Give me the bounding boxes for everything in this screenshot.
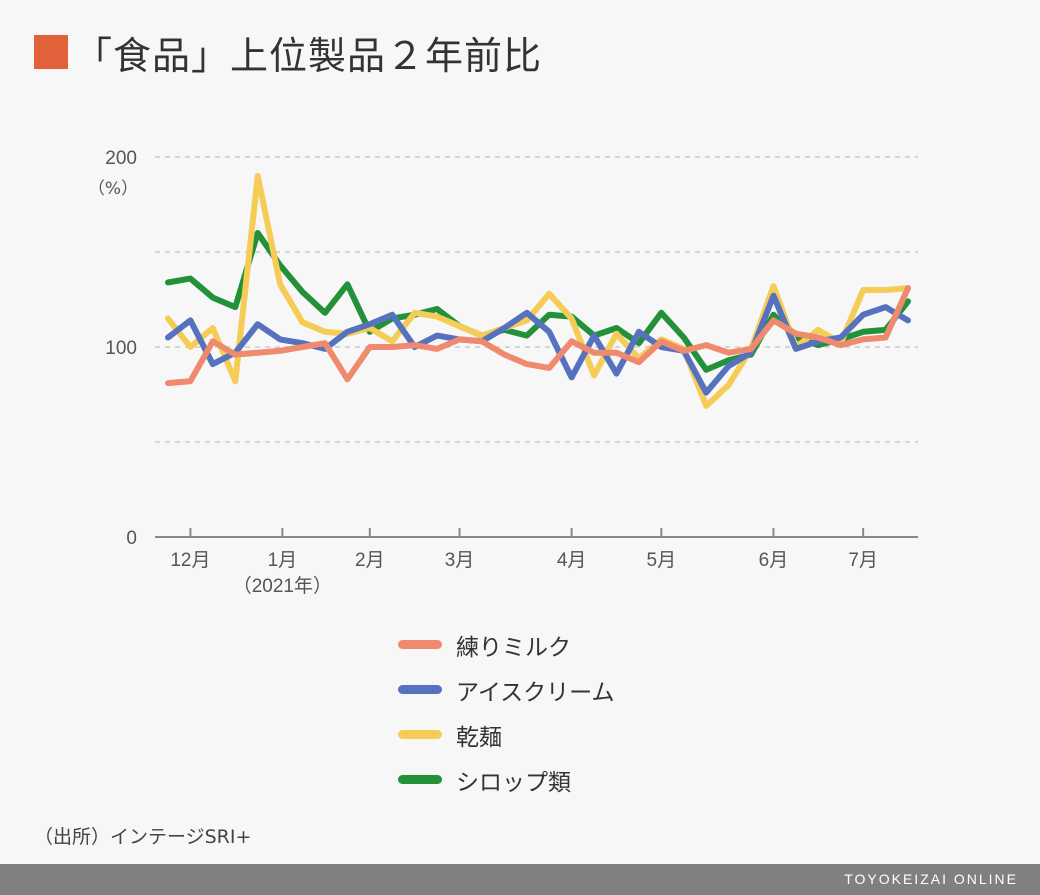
grid	[155, 156, 918, 443]
series-line	[165, 173, 911, 409]
legend-swatch	[398, 775, 442, 784]
footer-brand: TOYOKEIZAI ONLINE	[844, 871, 1018, 887]
title-block: 「食品」上位製品２年前比	[34, 28, 542, 78]
x-tick-label: 4月	[557, 550, 587, 571]
x-tick-label: 2月	[355, 550, 385, 571]
legend-item: シロップ類	[398, 757, 614, 802]
x-tick-label: 6月	[759, 550, 789, 571]
y-tick-label: 100	[105, 338, 137, 359]
footer-bar: TOYOKEIZAI ONLINE	[0, 864, 1040, 895]
title-marker	[34, 35, 68, 69]
legend-label: 練りミルク	[456, 634, 571, 661]
series-line	[165, 285, 911, 387]
legend-swatch	[398, 640, 442, 649]
legend: 練りミルクアイスクリーム 乾麺シロップ類	[398, 622, 614, 802]
legend-item: アイスクリーム	[398, 667, 614, 712]
axes: 0 100 200 （%） 12月 1月 （2021年） 2月 3月 4月 5月 6月 7月	[88, 148, 918, 597]
x-tick-label: 12月	[170, 550, 210, 571]
series-line	[165, 292, 911, 396]
legend-swatch	[398, 730, 442, 739]
chart-title: 「食品」上位製品２年前比	[74, 33, 543, 78]
x-tick-label: 7月	[848, 550, 878, 571]
y-tick-label: 200	[105, 148, 137, 169]
legend-label: アイスクリーム	[456, 679, 615, 706]
legend-item: 乾麺	[398, 712, 614, 757]
source-note: （出所）インテージSRI+	[34, 826, 252, 848]
x-tick-sublabel: （2021年）	[233, 575, 332, 597]
legend-swatch	[398, 685, 442, 694]
x-tick-label: 3月	[445, 550, 475, 571]
x-tick-label: 1月	[268, 550, 298, 571]
y-unit-label: （%）	[88, 179, 138, 199]
y-tick-label: 0	[126, 528, 137, 549]
legend-label: シロップ類	[456, 769, 571, 796]
legend-label: 乾麺	[456, 724, 502, 751]
line-chart: 0 100 200 （%） 12月 1月 （2021年） 2月 3月 4月 5月 6月 7月	[88, 148, 918, 597]
x-tick-label: 5月	[647, 550, 677, 571]
series-lines	[165, 173, 911, 409]
legend-item: 練りミルク	[398, 622, 614, 667]
